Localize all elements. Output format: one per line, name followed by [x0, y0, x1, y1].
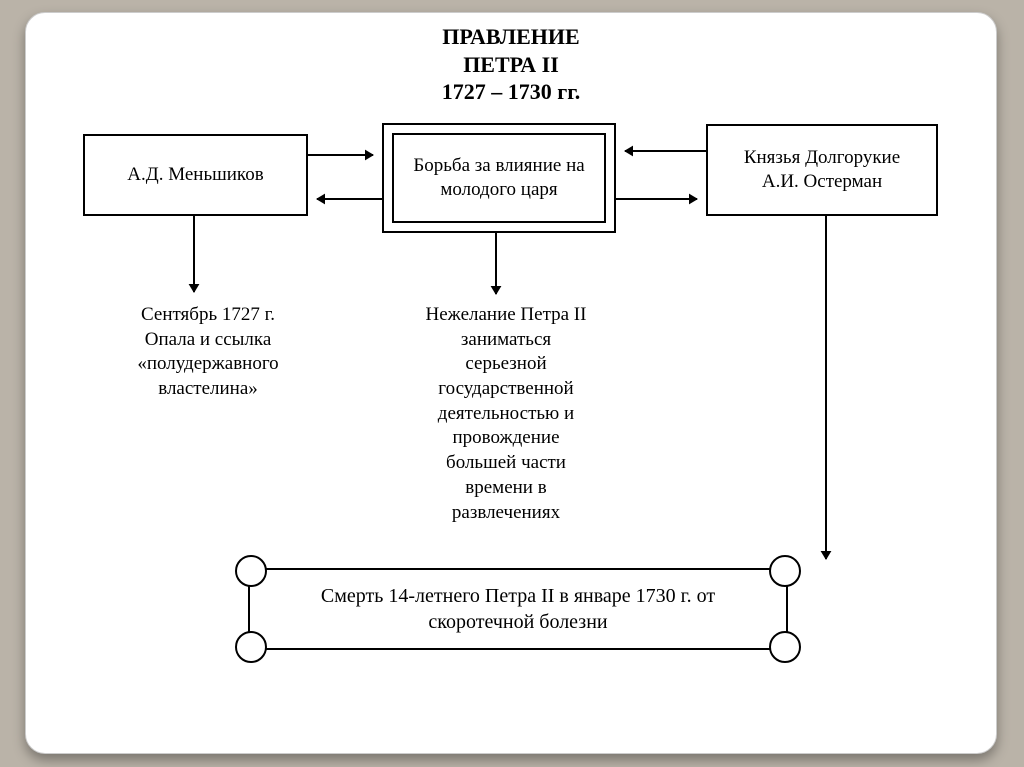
node-death-label: Смерть 14-летнего Петра II в январе 1730… — [280, 583, 756, 635]
node-neglect: Нежелание Петра II заниматься серьезной … — [391, 303, 621, 525]
title-line-2: ПЕТРА II — [463, 52, 559, 77]
corner-icon — [769, 555, 801, 587]
corner-icon — [235, 555, 267, 587]
title-line-3: 1727 – 1730 гг. — [442, 79, 581, 104]
corner-icon — [769, 631, 801, 663]
slide-frame: ПРАВЛЕНИЕ ПЕТРА II 1727 – 1730 гг. А.Д. … — [25, 12, 997, 754]
node-death: Смерть 14-летнего Петра II в январе 1730… — [248, 568, 788, 650]
node-struggle: Борьба за влияние на молодого царя — [382, 123, 616, 233]
node-dolgorukie: Князья Долгорукие А.И. Остерман — [706, 124, 938, 216]
node-struggle-inner: Борьба за влияние на молодого царя — [392, 133, 606, 223]
node-menshikov: А.Д. Меньшиков — [83, 134, 308, 216]
diagram-canvas: ПРАВЛЕНИЕ ПЕТРА II 1727 – 1730 гг. А.Д. … — [26, 13, 996, 753]
corner-icon — [235, 631, 267, 663]
title-line-1: ПРАВЛЕНИЕ — [442, 24, 579, 49]
node-exile: Сентябрь 1727 г. Опала и ссылка «полудер… — [103, 303, 313, 402]
page-title: ПРАВЛЕНИЕ ПЕТРА II 1727 – 1730 гг. — [26, 23, 996, 106]
node-neglect-label: Нежелание Петра II заниматься серьезной … — [426, 304, 587, 523]
node-menshikov-label: А.Д. Меньшиков — [127, 163, 263, 187]
node-dolgorukie-label: Князья Долгорукие А.И. Остерман — [744, 146, 900, 194]
node-exile-label: Сентябрь 1727 г. Опала и ссылка «полудер… — [137, 304, 278, 399]
node-struggle-label: Борьба за влияние на молодого царя — [402, 154, 596, 202]
